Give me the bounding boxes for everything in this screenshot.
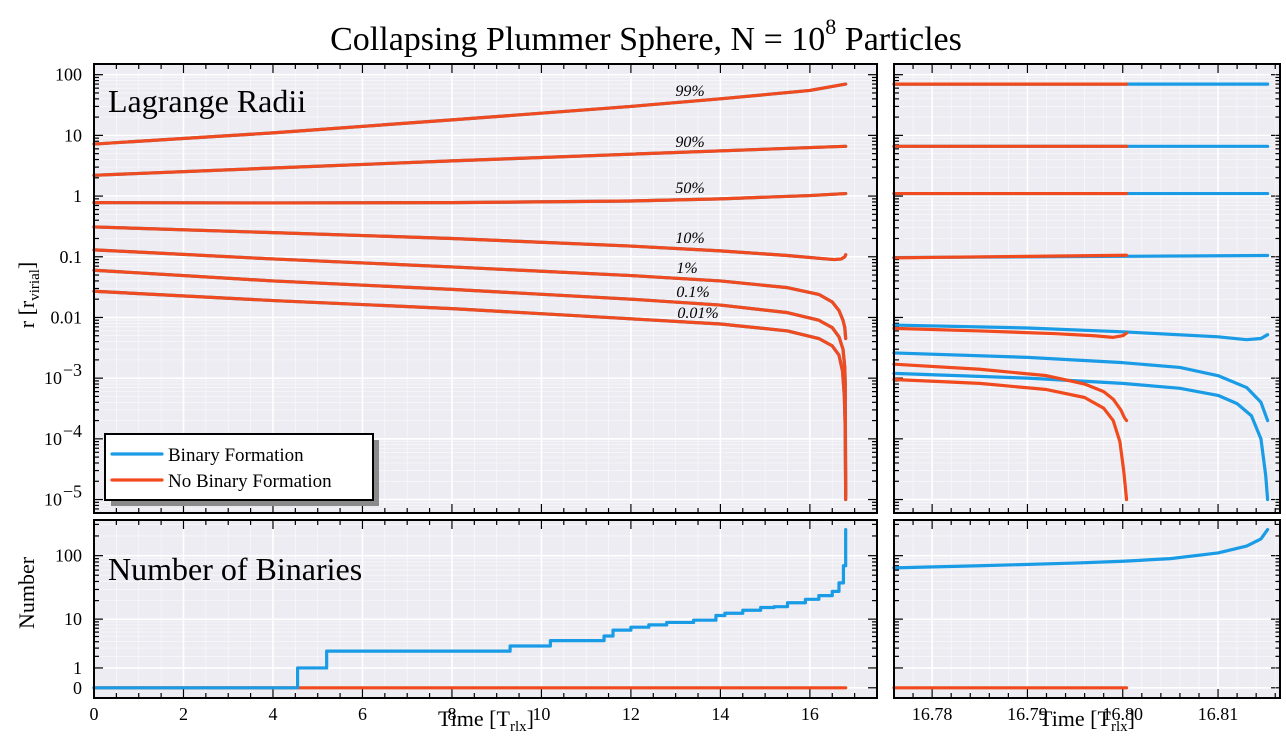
binaries-x-tick-label: 2	[179, 704, 188, 724]
lagrange-radii-zoom-panel	[892, 63, 1281, 514]
figure-title-sup: 8	[825, 14, 836, 39]
lagrange-zoom-frame	[893, 63, 1281, 514]
binaries-frame	[93, 519, 878, 699]
x-axis-label-main-text: Time [T	[438, 706, 510, 731]
lagrange-y-tick-label: 10	[44, 429, 62, 449]
radius-curve-nobinary-0.1%	[92, 268, 848, 497]
lagrange-pct-label: 50%	[675, 180, 704, 197]
lagrange-pct-label: 1%	[676, 260, 697, 277]
x-axis-label-zoom-text: Time [T	[1039, 706, 1111, 731]
zoom-radius-curve-binary-1%	[892, 323, 1270, 342]
binaries-x-tick-label: 6	[358, 704, 367, 724]
binaries-zoom-x-tick-label: 16.79	[1007, 704, 1048, 724]
lagrange-y-tick-label: 10	[64, 125, 82, 145]
binaries-zoom-curve-binary	[892, 528, 1270, 570]
x-axis-label-main-sub: rlx	[510, 719, 527, 735]
x-axis-label-zoom-close: ]	[1128, 706, 1135, 731]
binaries-y-tick-label: 10	[64, 609, 82, 629]
binaries-zoom-x-tick-label: 16.80	[1102, 704, 1143, 724]
x-axis-label-zoom: Time [Trlx]	[1039, 706, 1135, 735]
lagrange-radii-title: Lagrange Radii	[108, 83, 306, 119]
figure-title: Collapsing Plummer Sphere, N = 108 Parti…	[330, 14, 962, 58]
binaries-x-tick-label: 4	[268, 704, 277, 724]
zoom-radius-curve-nobinary-1%	[892, 326, 1129, 339]
binaries-y-tick-label: 0	[73, 678, 82, 698]
legend-label-binary: Binary Formation	[168, 445, 304, 466]
x-axis-label-main: Time [Trlx]	[438, 706, 534, 735]
lagrange-y-tick-label: 0.01	[51, 307, 83, 327]
zoom-radius-curve-nobinary-0.1%	[892, 362, 1129, 423]
zoom-radius-curve-binary-0.1%	[892, 351, 1270, 423]
lagrange-radii-frame	[93, 63, 878, 514]
binaries-zoom-panel: 16.78 16.79 16.80 16.81	[892, 519, 1281, 724]
lagrange-y-tick-exponent: −3	[63, 360, 82, 380]
lagrange-y-tick-label: 10	[44, 490, 62, 510]
lagrange-pct-label: 0.1%	[676, 284, 709, 301]
binaries-zoom-x-tick-label: 16.78	[912, 704, 953, 724]
binaries-zoom-x-tick-label: 16.81	[1198, 704, 1239, 724]
radius-curve-nobinary-50%	[92, 191, 848, 205]
legend-label-nobinary: No Binary Formation	[168, 471, 332, 492]
binaries-zoom-frame	[893, 519, 1281, 699]
y-axis-label-radius-close: ]	[14, 262, 39, 269]
binaries-curve-binary	[92, 528, 848, 690]
lagrange-y-tick-exponent: −5	[63, 482, 82, 502]
zoom-radius-curve-nobinary-0.01%	[892, 377, 1129, 502]
lagrange-y-tick-label: 0.1	[60, 247, 83, 267]
binaries-x-tick-label: 16	[801, 704, 819, 724]
y-axis-label-radius: r [rvirial]	[14, 262, 43, 328]
binaries-x-tick-label: 14	[711, 704, 729, 724]
x-axis-label-main-close: ]	[527, 706, 534, 731]
y-axis-label-radius-main: r [r	[14, 300, 39, 328]
binaries-zoom-background	[894, 520, 1280, 698]
lagrange-y-tick-label: 1	[73, 186, 82, 206]
lagrange-y-tick-label: 10	[44, 368, 62, 388]
binaries-x-tick-label: 0	[90, 704, 99, 724]
binaries-y-tick-label: 1	[73, 658, 82, 678]
legend-box	[104, 433, 374, 501]
binaries-y-tick-label: 100	[55, 546, 82, 566]
y-axis-label-radius-sub: virial	[27, 269, 43, 301]
lagrange-pct-label: 10%	[675, 230, 704, 247]
y-axis-label-number: Number	[14, 556, 39, 629]
lagrange-y-tick-exponent: −4	[63, 421, 82, 441]
zoom-radius-curve-nobinary-10%	[892, 253, 1129, 260]
figure-title-prefix: Collapsing Plummer Sphere, N = 10	[330, 21, 825, 58]
radius-curve-nobinary-99%	[92, 82, 848, 146]
binaries-x-tick-label: 12	[622, 704, 640, 724]
radius-curve-nobinary-10%	[92, 225, 848, 262]
radius-curve-nobinary-0.01%	[92, 289, 848, 502]
lagrange-y-tick-label: 100	[55, 65, 82, 85]
legend: Binary Formation No Binary Formation	[104, 433, 379, 506]
figure-title-suffix: Particles	[836, 21, 962, 58]
lagrange-pct-label: 90%	[675, 134, 704, 151]
lagrange-pct-label: 99%	[675, 83, 704, 100]
binaries-title: Number of Binaries	[108, 551, 362, 587]
lagrange-pct-label: 0.01%	[677, 305, 718, 322]
binaries-x-tick-label: 10	[532, 704, 550, 724]
radius-curve-nobinary-90%	[92, 144, 848, 177]
binaries-x-tick-label: 8	[447, 704, 456, 724]
x-axis-label-zoom-sub: rlx	[1111, 719, 1128, 735]
radius-curve-nobinary-1%	[92, 248, 848, 341]
